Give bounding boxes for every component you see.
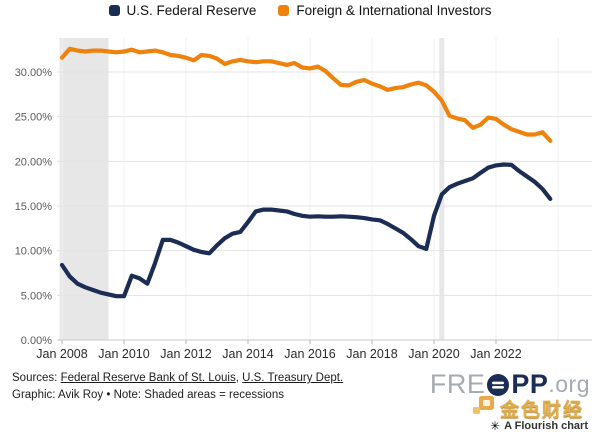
horizontal-gridlines xyxy=(57,71,592,341)
freopp-logo-fre: FRE xyxy=(429,369,486,399)
sources-line: Sources: Federal Reserve Bank of St. Lou… xyxy=(12,370,343,387)
freopp-logo-pp: PP xyxy=(511,369,549,399)
svg-text:20.00%: 20.00% xyxy=(15,156,53,168)
svg-text:Jan 2010: Jan 2010 xyxy=(98,347,149,361)
x-axis-labels: Jan 2008 Jan 2010 Jan 2012 Jan 2014 Jan 2016… xyxy=(36,347,521,361)
legend-item-federal-reserve[interactable]: U.S. Federal Reserve xyxy=(108,3,257,18)
vertical-gridlines xyxy=(61,38,559,340)
svg-text:0.00%: 0.00% xyxy=(21,335,52,347)
svg-text:Jan 2022: Jan 2022 xyxy=(470,347,521,361)
svg-text:10.00%: 10.00% xyxy=(15,246,53,258)
jinse-watermark: 金色财经 xyxy=(472,395,584,422)
source-link-st-louis-fed[interactable]: Federal Reserve Bank of St. Louis xyxy=(60,372,236,384)
series-lines xyxy=(59,46,553,299)
svg-text:30.00%: 30.00% xyxy=(15,67,53,79)
svg-text:Jan 2018: Jan 2018 xyxy=(346,347,397,361)
chart-plot-area: 0.00% 5.00% 10.00% 15.00% 20.00% 25.00% 30.00%… xyxy=(15,38,592,361)
svg-text:Jan 2014: Jan 2014 xyxy=(222,347,273,361)
y-axis-labels: 0.00% 5.00% 10.00% 15.00% 20.00% 25.00% 30.00% xyxy=(15,67,53,347)
foreign-investors-label: Foreign & International Investors xyxy=(296,3,492,18)
svg-text:5.00%: 5.00% xyxy=(21,290,52,302)
freopp-logo-org: .org xyxy=(548,371,590,397)
sources-separator: , xyxy=(235,372,243,384)
series-line-1 xyxy=(59,46,553,143)
foreign-investors-swatch-icon xyxy=(278,5,290,16)
x-axis-ticks xyxy=(61,340,497,344)
freopp-o-icon xyxy=(486,373,510,397)
federal-reserve-label: U.S. Federal Reserve xyxy=(126,3,257,18)
svg-text:Jan 2012: Jan 2012 xyxy=(160,347,211,361)
svg-text:15.00%: 15.00% xyxy=(15,201,53,213)
jinse-logo-icon xyxy=(472,395,495,422)
footer: Sources: Federal Reserve Bank of St. Lou… xyxy=(12,370,343,404)
svg-text:Jan 2020: Jan 2020 xyxy=(408,347,459,361)
flourish-attribution[interactable]: ✳ A Flourish chart xyxy=(490,419,588,433)
freopp-logo[interactable]: FRE PP .org xyxy=(430,371,590,398)
federal-reserve-swatch-icon xyxy=(108,5,120,16)
series-line-0 xyxy=(59,162,553,299)
sources-label: Sources: xyxy=(12,372,58,384)
svg-text:Jan 2016: Jan 2016 xyxy=(284,347,335,361)
recession-bands xyxy=(59,38,445,340)
flourish-label: A Flourish chart xyxy=(504,420,588,432)
svg-text:25.00%: 25.00% xyxy=(15,112,53,124)
jinse-watermark-text: 金色财经 xyxy=(499,400,584,421)
legend-item-foreign-investors[interactable]: Foreign & International Investors xyxy=(278,3,491,18)
flourish-icon: ✳ xyxy=(490,419,501,433)
svg-text:Jan 2008: Jan 2008 xyxy=(36,347,87,361)
legend: U.S. Federal Reserve Foreign & Internati… xyxy=(0,3,600,18)
source-link-us-treasury[interactable]: U.S. Treasury Dept. xyxy=(242,372,344,384)
graphic-note-line: Graphic: Avik Roy • Note: Shaded areas =… xyxy=(12,389,284,401)
